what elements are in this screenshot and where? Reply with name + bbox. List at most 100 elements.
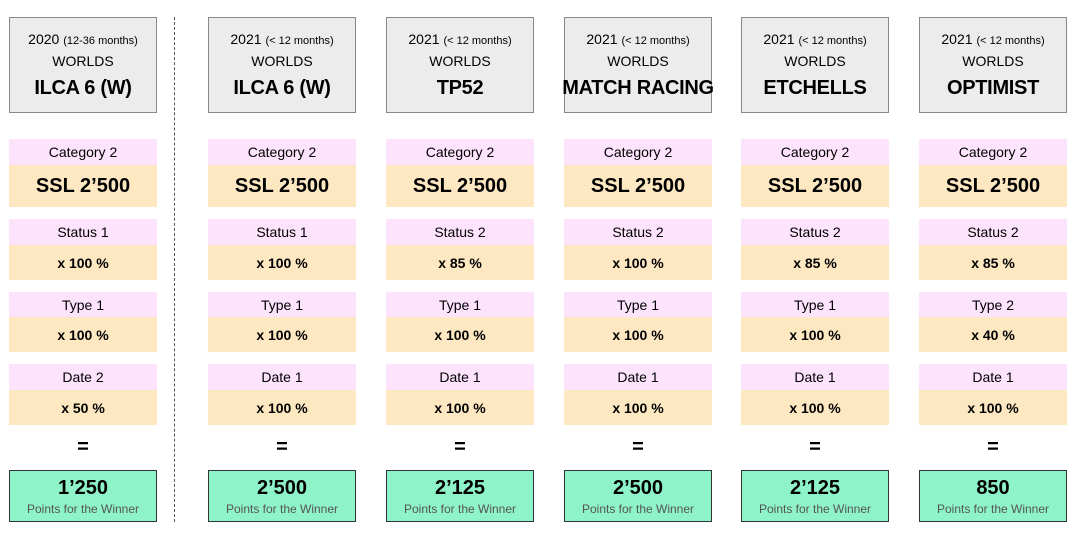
year: 2020: [28, 30, 60, 47]
points-row: 2’125: [435, 477, 485, 500]
status-value-box: x 100 %: [564, 245, 712, 280]
date-label-box: Date 1: [208, 364, 356, 390]
period: (< 12 months): [443, 34, 512, 47]
type-value: x 40 %: [971, 326, 1015, 343]
type-label: Type 2: [971, 296, 1015, 313]
event: WORLDS: [429, 52, 491, 69]
equals: =: [276, 436, 288, 458]
type-value-box: x 40 %: [919, 317, 1067, 352]
points-caption: Points for the Winner: [225, 501, 339, 516]
event: WORLDS: [52, 52, 114, 69]
status-label: Status 2: [612, 224, 664, 240]
category-value: SSL 2’500: [590, 174, 686, 197]
caption-row: Points for the Winner: [226, 502, 338, 516]
points-caption: Points for the Winner: [581, 501, 695, 516]
header-box: 2020 (12-36 months) WORLDS ILCA 6 (W): [9, 17, 157, 113]
header-year-row: 2021 (< 12 months): [230, 31, 333, 47]
date-label-box: Date 2: [9, 364, 157, 390]
date-label: Date 1: [261, 369, 303, 385]
points-row: 2’125: [790, 477, 840, 500]
category-value-box: SSL 2’500: [564, 165, 712, 207]
period: (12-36 months): [63, 34, 138, 47]
category-value: SSL 2’500: [35, 174, 131, 197]
equals-box: =: [208, 435, 356, 460]
header-box: 2021 (< 12 months) WORLDS OPTIMIST: [919, 17, 1067, 113]
category-label: Category 2: [958, 144, 1028, 160]
equals: =: [77, 436, 89, 458]
result-box: 2’125 Points for the Winner: [386, 470, 534, 522]
period: (< 12 months): [621, 34, 690, 47]
type-value-box: x 100 %: [564, 317, 712, 352]
result-box: 2’500 Points for the Winner: [564, 470, 712, 522]
status-label-box: Status 1: [208, 219, 356, 245]
date-value-box: x 100 %: [919, 390, 1067, 425]
separator: [174, 17, 175, 522]
caption-row: Points for the Winner: [937, 502, 1049, 516]
date-label: Date 1: [972, 369, 1014, 385]
category-label: Category 2: [48, 144, 118, 160]
date-value-box: x 100 %: [386, 390, 534, 425]
header-year-row: 2021 (< 12 months): [941, 31, 1044, 47]
header-box: 2021 (< 12 months) WORLDS ILCA 6 (W): [208, 17, 356, 113]
date-label-box: Date 1: [386, 364, 534, 390]
event-row: WORLDS: [251, 53, 312, 69]
status-value: x 100 %: [57, 254, 109, 271]
type-label: Type 1: [438, 296, 482, 313]
date-value: x 50 %: [61, 399, 105, 416]
date-value: x 100 %: [612, 399, 664, 416]
class: OPTIMIST: [946, 76, 1040, 99]
date-value: x 100 %: [434, 399, 486, 416]
status-value: x 100 %: [612, 254, 664, 271]
event-row: WORLDS: [962, 53, 1023, 69]
category-value-box: SSL 2’500: [386, 165, 534, 207]
date-value-box: x 50 %: [9, 390, 157, 425]
result-box: 2’125 Points for the Winner: [741, 470, 889, 522]
points-row: 850: [976, 477, 1009, 500]
category-label-box: Category 2: [208, 139, 356, 165]
category-label-box: Category 2: [564, 139, 712, 165]
year: 2021: [408, 30, 440, 47]
category-value-box: SSL 2’500: [208, 165, 356, 207]
type-value-box: x 100 %: [741, 317, 889, 352]
class-row: MATCH RACING: [562, 77, 714, 100]
period: (< 12 months): [976, 34, 1045, 47]
points-caption: Points for the Winner: [403, 501, 517, 516]
points: 2’500: [256, 476, 308, 499]
class-row: ILCA 6 (W): [233, 77, 331, 100]
result-box: 2’500 Points for the Winner: [208, 470, 356, 522]
category-value-box: SSL 2’500: [9, 165, 157, 207]
type-value-box: x 100 %: [386, 317, 534, 352]
date-label-box: Date 1: [741, 364, 889, 390]
class: ILCA 6 (W): [34, 76, 132, 99]
equals-box: =: [9, 435, 157, 460]
equals: =: [632, 436, 644, 458]
points: 2’125: [789, 476, 841, 499]
status-label: Status 1: [57, 224, 109, 240]
date-value-box: x 100 %: [208, 390, 356, 425]
status-value-box: x 100 %: [208, 245, 356, 280]
type-value: x 100 %: [57, 326, 109, 343]
type-label-box: Type 1: [386, 292, 534, 317]
equals-box: =: [564, 435, 712, 460]
status-value: x 85 %: [438, 254, 482, 271]
class: TP52: [436, 76, 484, 99]
points: 2’125: [434, 476, 486, 499]
category-value: SSL 2’500: [412, 174, 508, 197]
header-box: 2021 (< 12 months) WORLDS TP52: [386, 17, 534, 113]
event: WORLDS: [784, 52, 846, 69]
status-label-box: Status 2: [386, 219, 534, 245]
date-label: Date 1: [794, 369, 836, 385]
year: 2021: [230, 30, 262, 47]
type-value: x 100 %: [256, 326, 308, 343]
date-value: x 100 %: [789, 399, 841, 416]
type-label-box: Type 1: [208, 292, 356, 317]
class: ETCHELLS: [763, 76, 867, 99]
caption-row: Points for the Winner: [759, 502, 871, 516]
category-label: Category 2: [603, 144, 673, 160]
points-caption: Points for the Winner: [936, 501, 1050, 516]
header-year-row: 2021 (< 12 months): [408, 31, 511, 47]
status-label: Status 2: [789, 224, 841, 240]
result-box: 1’250 Points for the Winner: [9, 470, 157, 522]
points-caption: Points for the Winner: [758, 501, 872, 516]
status-value-box: x 85 %: [919, 245, 1067, 280]
